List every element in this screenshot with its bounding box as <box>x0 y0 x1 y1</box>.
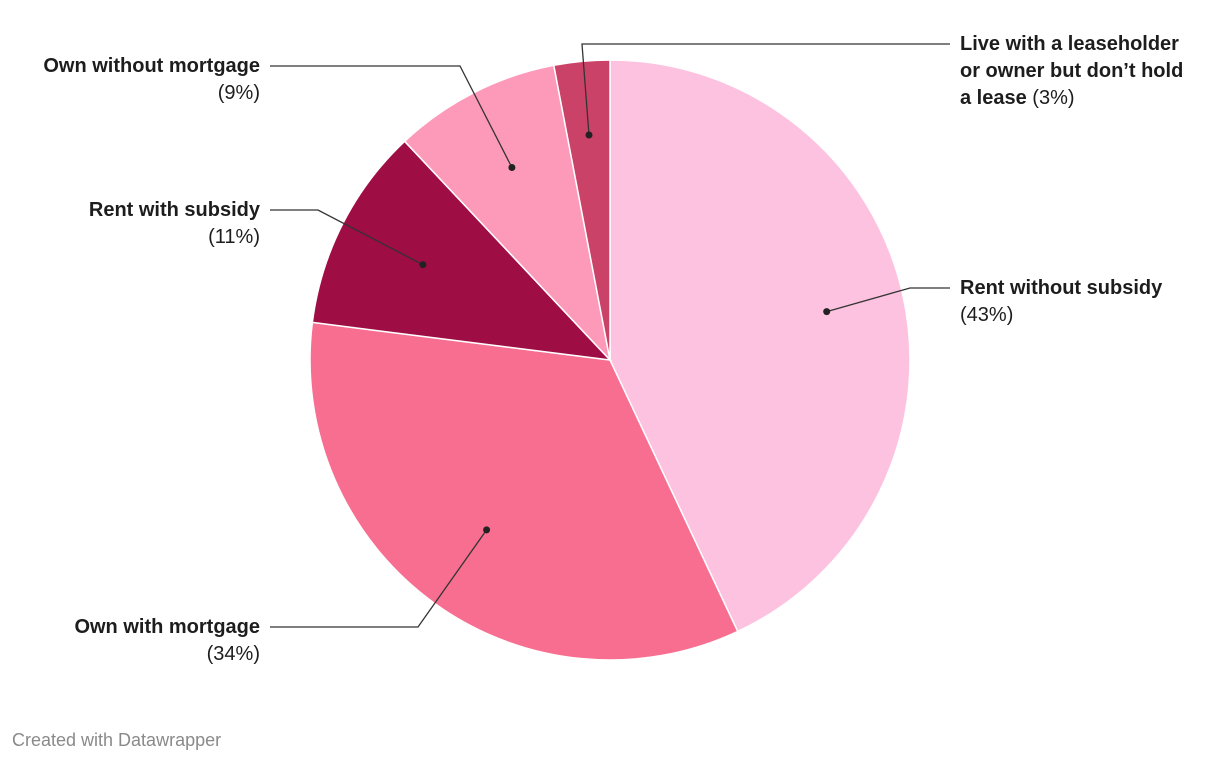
label-rent-with-subsidy: Rent with subsidy (11%) <box>89 197 260 251</box>
slice-percent: (11%) <box>208 226 260 248</box>
label-rent-without-subsidy: Rent without subsidy (43%) <box>960 275 1162 329</box>
leader-dot <box>508 164 516 171</box>
slice-percent: (43%) <box>960 304 1014 326</box>
label-own-with-mortgage: Own with mortgage (34%) <box>74 614 260 668</box>
leader-dot <box>585 131 593 139</box>
label-live-with-leaseholder: Live with a leaseholder or owner but don… <box>960 31 1183 112</box>
slice-percent: (9%) <box>217 82 260 104</box>
slice-label-line-1: Live with a leaseholder <box>960 33 1179 55</box>
credit-footer: Created with Datawrapper <box>12 730 222 750</box>
slice-label: Rent with subsidy <box>88 199 260 221</box>
leader-dot <box>483 526 491 534</box>
leader-line <box>270 529 488 628</box>
leader-dot <box>823 308 831 316</box>
slice-rent-without-subsidy <box>609 59 911 633</box>
leader-line <box>270 209 424 266</box>
slice-label: Own without mortgage <box>43 55 260 77</box>
slice-label-line-3: a lease <box>960 87 1027 109</box>
slice-own-with-mortgage <box>309 321 739 661</box>
label-own-without-mortgage: Own without mortgage (9%) <box>43 53 260 107</box>
slice-percent: (3%) <box>1032 87 1075 109</box>
leader-dot <box>419 261 427 269</box>
leader-line <box>581 43 950 136</box>
leader-line <box>270 65 513 168</box>
slice-live-with-leaseholder <box>552 59 611 361</box>
slice-label-line-2: or owner but don’t hold <box>960 60 1184 82</box>
slice-label: Rent without subsidy <box>960 277 1163 299</box>
slice-rent-with-subsidy <box>311 140 612 362</box>
slice-percent: (34%) <box>206 643 260 665</box>
leader-line <box>826 287 950 313</box>
slice-label: Own with mortgage <box>74 616 260 638</box>
